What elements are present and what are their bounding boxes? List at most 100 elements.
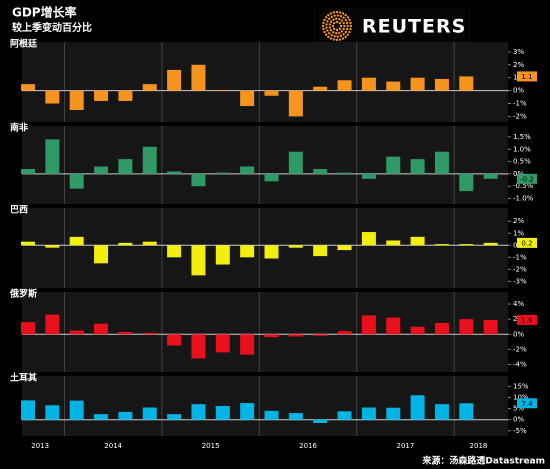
bar <box>410 326 425 335</box>
bar <box>142 332 157 335</box>
logo: REUTERS <box>313 8 471 44</box>
bar <box>313 334 328 336</box>
y-tick-label: 15% <box>513 382 529 390</box>
source: 来源：汤森路透Datastream <box>421 455 545 467</box>
logo-dot <box>330 33 333 37</box>
logo-dot <box>333 14 336 17</box>
logo-dot <box>322 21 325 25</box>
logo-dot <box>346 24 349 28</box>
bar <box>94 323 109 335</box>
bar <box>264 410 279 420</box>
logo-dot <box>329 37 333 40</box>
bar <box>313 419 328 424</box>
bar <box>191 64 206 91</box>
bar <box>434 244 449 246</box>
y-tick-label: 0% <box>513 87 524 95</box>
logo-dot <box>329 29 333 32</box>
bar <box>337 331 352 335</box>
bar <box>483 173 498 179</box>
bar <box>45 139 60 174</box>
logo-dot <box>338 17 341 21</box>
logo-dot <box>344 18 347 22</box>
y-tick-label: 1% <box>513 229 524 237</box>
logo-dot <box>340 30 344 33</box>
bar <box>459 244 474 246</box>
logo-dot <box>340 19 344 22</box>
logo-dot <box>326 20 329 23</box>
logo-dot <box>328 32 331 35</box>
logo-dot <box>341 37 345 40</box>
bar <box>167 245 182 258</box>
bar <box>313 86 328 91</box>
bar <box>118 90 133 101</box>
bar <box>434 322 449 335</box>
logo-dot <box>336 35 339 38</box>
logo-dot <box>335 32 338 35</box>
y-tick-label: 2% <box>513 217 524 225</box>
bar <box>386 81 401 91</box>
logo-dot <box>328 26 332 29</box>
bar <box>118 331 133 335</box>
logo-dot <box>342 16 345 19</box>
logo-mark <box>321 10 353 42</box>
logo-dot <box>335 17 338 20</box>
logo-dot <box>329 12 333 15</box>
y-tick-label: -2% <box>513 345 527 353</box>
x-tick-label: 2017 <box>397 442 415 450</box>
bar <box>483 242 498 246</box>
logo-dot <box>323 30 326 34</box>
bar <box>313 168 328 174</box>
logo-dot <box>329 20 333 23</box>
logo-dot <box>328 23 332 26</box>
bar <box>191 404 206 420</box>
x-tick-label: 2015 <box>202 442 220 450</box>
bar <box>361 407 376 420</box>
bar <box>142 146 157 174</box>
logo-dot <box>338 31 341 35</box>
y-tick-label: -5% <box>513 427 527 435</box>
value-label-box <box>517 398 537 409</box>
bar <box>313 245 328 257</box>
panel-title: 南非 <box>10 122 28 134</box>
bar <box>386 156 401 174</box>
value-label: -0.2 <box>520 175 534 183</box>
bar <box>215 172 230 174</box>
logo-dot <box>338 11 342 14</box>
bar <box>167 69 182 91</box>
logo-dot <box>327 13 330 17</box>
bar <box>410 395 425 420</box>
logo-dot <box>323 18 326 22</box>
value-label-box <box>517 71 537 82</box>
logo-dot <box>346 16 350 19</box>
bar <box>361 232 376 246</box>
bar <box>386 407 401 420</box>
y-tick-label: 2% <box>513 61 524 69</box>
bar <box>459 319 474 335</box>
bar <box>118 411 133 420</box>
y-tick-label: -1% <box>513 100 527 108</box>
bar <box>288 90 303 117</box>
logo-text: REUTERS <box>362 16 466 38</box>
chart-title: GDP增长率 <box>12 5 77 20</box>
bar <box>21 84 35 91</box>
bar <box>361 315 376 335</box>
logo-dot <box>325 23 328 26</box>
logo-dot <box>349 21 352 25</box>
bar <box>167 171 182 174</box>
bar <box>45 90 60 104</box>
bar <box>434 151 449 174</box>
y-tick-label: 4% <box>513 300 524 308</box>
logo-dot <box>332 27 336 31</box>
bar <box>69 173 84 189</box>
bar <box>21 241 35 246</box>
value-label-box <box>517 237 537 248</box>
logo-dot <box>330 15 333 19</box>
logo-dot <box>333 35 336 38</box>
bar <box>337 411 352 420</box>
x-tick-label: 2014 <box>104 442 122 450</box>
x-tick-label: 2013 <box>31 442 49 450</box>
logo-dot <box>322 27 325 31</box>
bar <box>386 240 401 246</box>
panel-title: 阿根廷 <box>10 38 38 50</box>
bar <box>215 245 230 265</box>
